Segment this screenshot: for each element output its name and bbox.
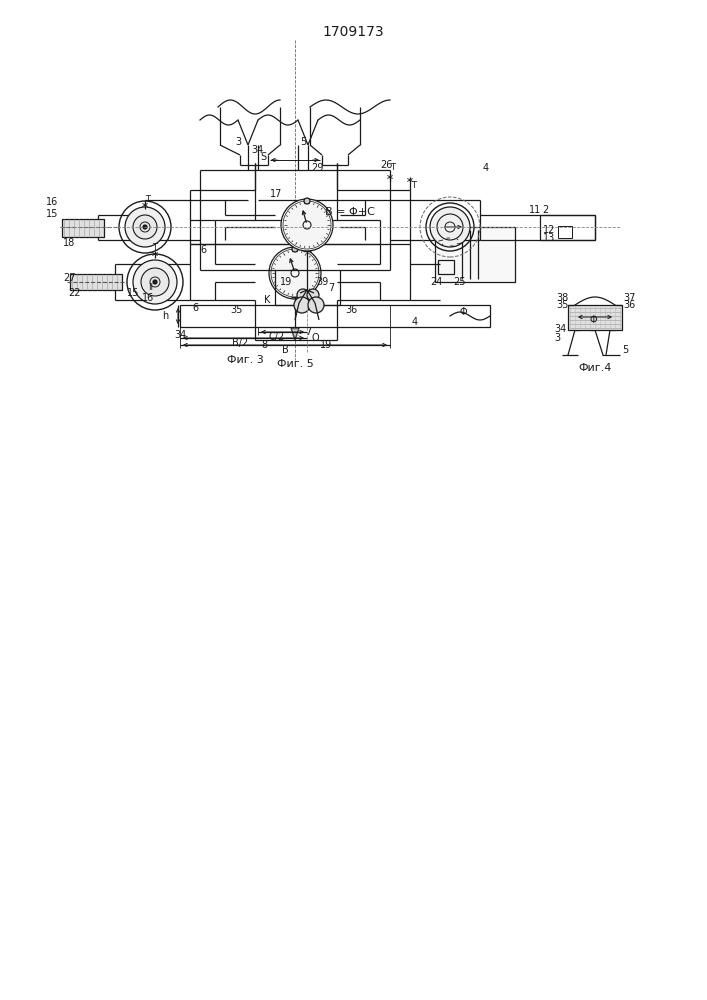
Circle shape [304,198,310,204]
Circle shape [269,247,321,299]
Text: 6: 6 [192,303,198,313]
Text: 2: 2 [542,205,548,215]
Text: Фиг. 5: Фиг. 5 [276,359,313,369]
Text: 29: 29 [311,163,323,173]
Text: 4: 4 [483,163,489,173]
Text: C/2: C/2 [269,332,285,342]
Text: 8: 8 [261,340,267,350]
Text: T: T [390,162,395,172]
Text: Φ: Φ [460,307,467,317]
Text: 34: 34 [554,324,566,334]
Bar [180,305,490,327]
Circle shape [133,260,177,304]
Polygon shape [568,305,622,330]
Text: 4: 4 [412,317,418,327]
Polygon shape [291,328,299,340]
Text: 19: 19 [320,340,332,350]
Text: 22: 22 [68,288,81,298]
Text: 7: 7 [328,283,334,293]
Text: 16: 16 [142,293,154,303]
Text: T: T [145,194,150,204]
Text: 37: 37 [623,293,636,303]
Text: 36: 36 [345,305,357,315]
Circle shape [430,207,470,247]
Text: 35: 35 [556,300,568,310]
Circle shape [308,297,324,313]
Text: 35: 35 [230,305,243,315]
Text: O: O [311,333,319,343]
Text: 27: 27 [63,273,76,283]
Text: 39: 39 [316,277,328,287]
Text: T: T [152,243,157,252]
Text: 38: 38 [556,293,568,303]
Text: h: h [162,311,168,321]
Text: 15: 15 [46,209,59,219]
Text: 18: 18 [63,238,75,248]
Text: 36: 36 [623,300,636,310]
Text: B: B [281,345,288,355]
Bar [558,226,572,238]
Text: 11: 11 [529,205,542,215]
Circle shape [133,215,157,239]
Text: 24: 24 [430,277,443,287]
Bar [62,219,104,237]
Text: 7: 7 [305,327,311,337]
Text: T: T [411,180,416,190]
Bar [435,227,515,282]
Circle shape [143,225,147,229]
Text: 17: 17 [270,189,282,199]
Circle shape [153,280,157,284]
Text: 25: 25 [453,277,465,287]
Circle shape [297,289,309,301]
Circle shape [294,297,310,313]
Bar [70,274,122,290]
Text: 19: 19 [280,277,292,287]
Text: 3: 3 [235,137,241,147]
Text: 16: 16 [46,197,58,207]
Text: 6: 6 [200,245,206,255]
Text: Фиг.4: Фиг.4 [578,363,612,373]
Circle shape [292,246,298,252]
Bar [540,215,595,240]
Text: 13: 13 [543,233,555,243]
Text: B/2: B/2 [232,338,248,348]
Text: 12: 12 [543,225,556,235]
Text: 5: 5 [622,345,629,355]
Bar [438,260,454,274]
Text: II: II [148,284,153,292]
Circle shape [141,268,169,296]
Text: 34: 34 [251,145,263,155]
Text: 34: 34 [174,330,186,340]
Text: 1709173: 1709173 [322,25,384,39]
Text: Фиг. 3: Фиг. 3 [227,355,264,365]
Circle shape [125,207,165,247]
Text: 26: 26 [380,160,392,170]
Circle shape [281,199,333,251]
Text: 5: 5 [300,137,306,147]
Text: S: S [260,152,266,162]
Circle shape [307,289,319,301]
Text: B = Φ+С: B = Φ+С [325,207,375,217]
Text: 3: 3 [554,333,560,343]
Text: Φ: Φ [589,315,597,325]
Text: K: K [264,295,270,305]
Text: 15: 15 [127,288,139,298]
